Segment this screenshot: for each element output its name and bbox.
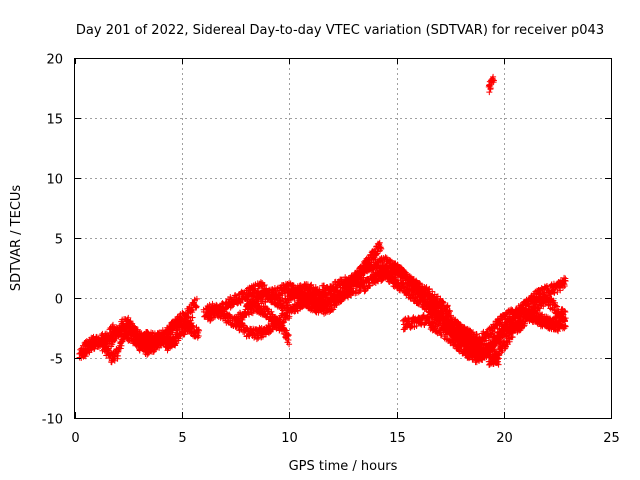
data-point xyxy=(181,331,188,338)
data-point xyxy=(251,285,258,292)
data-point xyxy=(117,345,124,352)
data-point xyxy=(195,332,202,339)
data-point xyxy=(268,308,275,315)
data-point xyxy=(193,303,200,310)
data-point xyxy=(155,339,162,346)
data-point xyxy=(193,295,200,302)
grid-lines xyxy=(75,58,611,418)
series-arc-5 xyxy=(164,314,196,354)
data-point xyxy=(87,343,94,350)
chart-title: Day 201 of 2022, Sidereal Day-to-day VTE… xyxy=(76,23,604,38)
data-point xyxy=(188,325,195,332)
data-point xyxy=(118,342,125,349)
data-point xyxy=(195,326,202,333)
data-point xyxy=(103,344,110,351)
data-point xyxy=(188,322,195,329)
data-point xyxy=(125,314,132,321)
data-point xyxy=(127,319,134,326)
data-point xyxy=(237,299,244,306)
data-point xyxy=(81,349,88,356)
data-point xyxy=(145,346,152,353)
data-point xyxy=(227,304,234,311)
data-point xyxy=(189,307,196,314)
data-point xyxy=(265,308,272,315)
data-point xyxy=(189,314,196,321)
data-point xyxy=(211,314,218,321)
data-point xyxy=(141,340,148,347)
data-point xyxy=(283,327,290,334)
data-point xyxy=(142,337,149,344)
data-point xyxy=(109,321,116,328)
data-points xyxy=(76,73,569,368)
data-point xyxy=(89,344,96,351)
data-point xyxy=(196,327,203,334)
data-point xyxy=(285,332,292,339)
data-point xyxy=(286,341,293,348)
data-point xyxy=(185,313,192,320)
